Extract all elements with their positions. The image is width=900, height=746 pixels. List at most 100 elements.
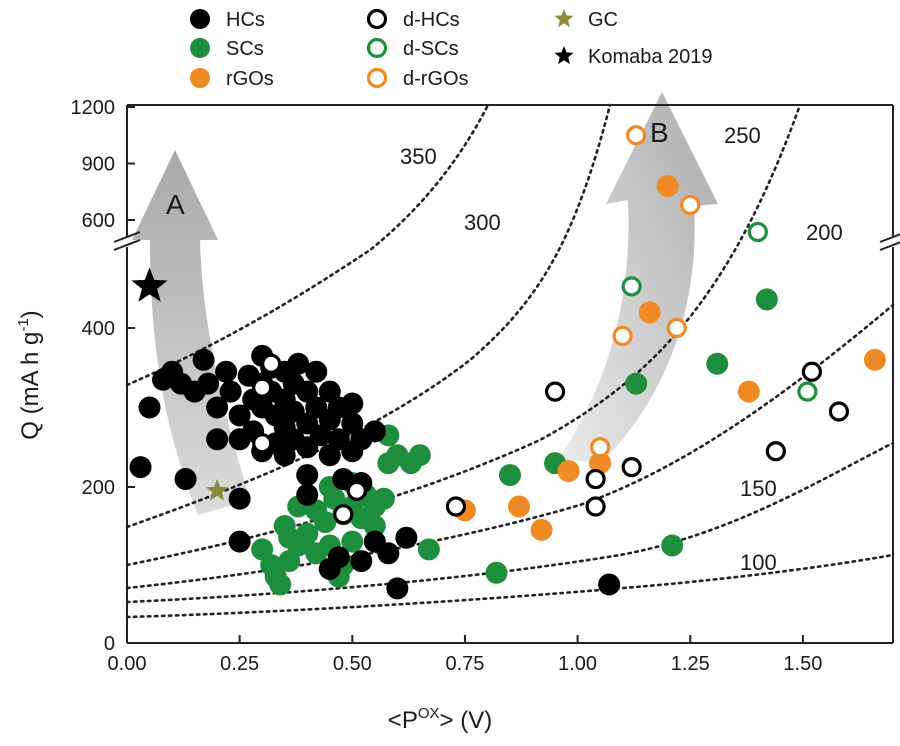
point-hcs-8 (197, 372, 220, 395)
legend-item-hcs: HCs (190, 9, 265, 31)
legend-label-d-scs: d-SCs (403, 38, 459, 60)
x-tick-label-0: 0.00 (108, 653, 147, 675)
point-hcs-61 (327, 546, 350, 569)
point-hcs-41 (305, 360, 328, 383)
point-scs-30 (269, 573, 292, 596)
point-scs-26 (341, 530, 364, 553)
point-hcs-55 (363, 420, 386, 443)
point-hcs-62 (350, 550, 373, 573)
data-points (129, 125, 886, 600)
point-scs-32 (417, 538, 440, 561)
point-komaba-2019-0 (131, 267, 168, 302)
point-d-rgos-1 (612, 325, 633, 347)
point-d-hcs-11 (801, 361, 822, 382)
legend-label-d-rgos: d-rGOs (403, 68, 469, 90)
point-scs-16 (408, 444, 431, 467)
point-hcs-63 (598, 573, 621, 596)
point-d-hcs-10 (765, 441, 786, 462)
point-rgos-1 (508, 495, 531, 518)
point-scs-38 (706, 352, 729, 375)
contour-label-300: 300 (464, 210, 501, 235)
y-tick-label-2: 400 (82, 318, 115, 340)
point-hcs-15 (228, 487, 251, 510)
legend-marker-d-rgos (366, 67, 388, 89)
legend-label-d-hcs: d-HCs (403, 9, 460, 31)
point-d-rgos-4 (680, 194, 701, 216)
point-scs-2 (314, 511, 337, 534)
point-rgos-4 (589, 452, 612, 475)
point-d-scs-1 (747, 221, 768, 243)
legend-label-hcs: HCs (226, 9, 265, 31)
contour-label-350: 350 (400, 144, 437, 169)
legend-item-gc: GC (554, 9, 618, 31)
point-scs-31 (278, 550, 301, 573)
legend-marker-rgos (190, 68, 210, 88)
y-tick-label-3: 600 (82, 210, 115, 232)
plot-frame (113, 104, 900, 644)
y-tick-label-1: 200 (82, 477, 115, 499)
point-d-scs-2 (797, 381, 818, 402)
point-d-hcs-2 (252, 433, 273, 454)
contour-label-100: 100 (740, 550, 777, 575)
point-d-hcs-4 (346, 480, 367, 501)
legend-marker-d-hcs (366, 8, 388, 30)
arrow-b-label: B (650, 117, 669, 148)
x-tick-label-4: 1.00 (558, 653, 597, 675)
point-d-hcs-9 (621, 457, 642, 478)
point-scs-37 (661, 534, 684, 557)
point-hcs-59 (395, 526, 418, 549)
point-hcs-7 (192, 348, 215, 371)
point-hcs-1 (138, 396, 161, 419)
point-d-hcs-5 (445, 496, 467, 517)
point-hcs-13 (228, 404, 251, 427)
point-hcs-16 (228, 530, 251, 553)
point-d-hcs-12 (828, 401, 850, 422)
legend-item-d-hcs: d-HCs (366, 8, 460, 31)
point-d-rgos-0 (590, 437, 611, 458)
x-tick-label-5: 1.25 (671, 653, 710, 675)
legend-marker-gc (554, 9, 574, 28)
legend-label-scs: SCs (226, 38, 264, 60)
axes: 0.00 0.25 0.50 0.75 1.00 1.25 1.50 0 200 400 600 90… (71, 97, 823, 675)
point-hcs-10 (206, 428, 229, 451)
x-axis-title: <POX> (V) (388, 705, 492, 734)
legend-marker-hcs (190, 9, 210, 29)
point-hcs-50 (341, 392, 364, 415)
point-d-rgos-3 (666, 317, 687, 339)
legend-item-d-scs: d-SCs (366, 37, 459, 60)
point-hcs-0 (129, 456, 152, 479)
point-rgos-6 (656, 175, 679, 198)
point-scs-21 (296, 522, 319, 545)
contour-300 (125, 103, 612, 529)
contour-100 (125, 553, 895, 619)
contour-label-200: 200 (806, 220, 843, 245)
point-scs-34 (499, 464, 521, 487)
point-hcs-5 (174, 468, 197, 491)
point-hcs-12 (219, 380, 242, 403)
point-scs-39 (755, 288, 778, 311)
point-d-hcs-1 (252, 377, 273, 398)
point-rgos-5 (638, 301, 661, 324)
legend-marker-scs (190, 38, 210, 58)
point-d-hcs-6 (544, 381, 566, 402)
legend-item-d-rgos: d-rGOs (366, 67, 469, 90)
point-hcs-11 (215, 360, 238, 383)
legend-item-rgos: rGOs (190, 68, 274, 90)
point-rgos-2 (530, 518, 553, 541)
point-hcs-58 (386, 577, 409, 600)
point-d-scs-0 (621, 276, 642, 297)
point-d-hcs-8 (585, 496, 606, 517)
legend-item-scs: SCs (190, 38, 264, 60)
contour-label-150: 150 (740, 476, 777, 501)
contour-350 (125, 103, 490, 387)
point-scs-33 (485, 561, 508, 584)
point-d-rgos-2 (626, 125, 647, 146)
legend: HCs SCs rGOs d-HCs d-SCs d-rGOs GC Koma (190, 8, 713, 90)
y-tick-label-4: 900 (82, 154, 115, 176)
point-rgos-7 (737, 380, 760, 403)
point-rgos-3 (557, 460, 580, 483)
x-tick-label-6: 1.50 (783, 653, 822, 675)
legend-marker-d-scs (366, 37, 388, 59)
point-hcs-40 (296, 483, 319, 506)
